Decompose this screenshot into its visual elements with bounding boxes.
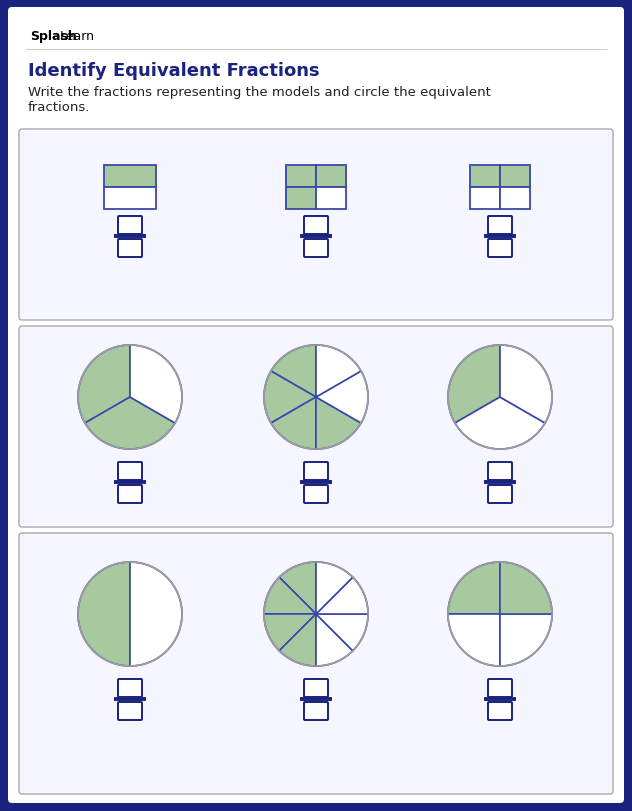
FancyBboxPatch shape <box>304 217 328 234</box>
FancyBboxPatch shape <box>304 240 328 258</box>
Bar <box>470 165 500 188</box>
FancyBboxPatch shape <box>19 534 613 794</box>
Polygon shape <box>279 614 316 666</box>
Bar <box>104 188 156 210</box>
Polygon shape <box>316 562 353 614</box>
Bar <box>470 188 500 210</box>
Polygon shape <box>316 614 368 651</box>
Text: Learn: Learn <box>60 30 95 43</box>
Polygon shape <box>130 562 182 666</box>
Polygon shape <box>316 397 361 449</box>
Bar <box>500 188 530 210</box>
FancyBboxPatch shape <box>304 486 328 504</box>
Polygon shape <box>448 562 500 614</box>
FancyBboxPatch shape <box>304 679 328 697</box>
Text: Splash: Splash <box>30 30 76 43</box>
FancyBboxPatch shape <box>118 486 142 504</box>
Polygon shape <box>85 397 175 449</box>
FancyBboxPatch shape <box>118 217 142 234</box>
Polygon shape <box>448 614 500 666</box>
Polygon shape <box>264 614 316 651</box>
FancyBboxPatch shape <box>488 240 512 258</box>
FancyBboxPatch shape <box>488 462 512 480</box>
FancyBboxPatch shape <box>488 679 512 697</box>
Polygon shape <box>78 562 130 666</box>
FancyBboxPatch shape <box>304 702 328 720</box>
FancyBboxPatch shape <box>19 130 613 320</box>
Text: Write the fractions representing the models and circle the equivalent: Write the fractions representing the mod… <box>28 86 491 99</box>
Polygon shape <box>264 577 316 614</box>
Polygon shape <box>500 614 552 666</box>
Polygon shape <box>264 371 316 423</box>
Polygon shape <box>78 345 130 423</box>
FancyBboxPatch shape <box>118 240 142 258</box>
Text: fractions.: fractions. <box>28 101 90 114</box>
Bar <box>316 165 346 188</box>
FancyBboxPatch shape <box>118 702 142 720</box>
Polygon shape <box>271 345 316 397</box>
Polygon shape <box>130 345 182 423</box>
Bar <box>286 165 316 188</box>
Bar <box>316 188 346 210</box>
Polygon shape <box>316 371 368 423</box>
Bar <box>500 165 530 188</box>
Polygon shape <box>316 577 368 614</box>
Polygon shape <box>279 562 316 614</box>
FancyBboxPatch shape <box>8 8 624 803</box>
Polygon shape <box>500 345 552 423</box>
FancyBboxPatch shape <box>488 702 512 720</box>
FancyBboxPatch shape <box>488 486 512 504</box>
FancyBboxPatch shape <box>304 462 328 480</box>
FancyBboxPatch shape <box>118 679 142 697</box>
Bar <box>104 165 156 188</box>
Bar <box>286 188 316 210</box>
Polygon shape <box>271 397 316 449</box>
Polygon shape <box>448 345 500 423</box>
Polygon shape <box>500 562 552 614</box>
FancyBboxPatch shape <box>19 327 613 527</box>
FancyBboxPatch shape <box>488 217 512 234</box>
Polygon shape <box>316 345 361 397</box>
Text: Identify Equivalent Fractions: Identify Equivalent Fractions <box>28 62 320 80</box>
Polygon shape <box>316 614 353 666</box>
Polygon shape <box>455 397 545 449</box>
FancyBboxPatch shape <box>118 462 142 480</box>
